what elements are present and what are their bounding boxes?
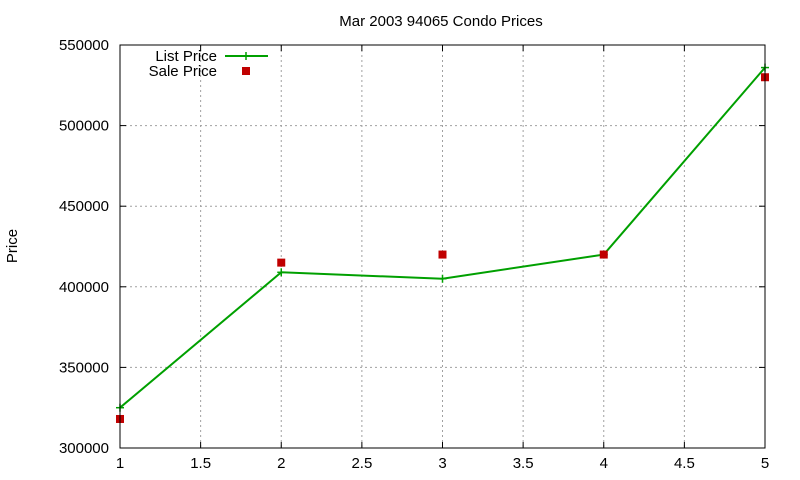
sale-price-point [277,258,286,267]
y-tick-label: 300000 [59,440,109,457]
x-tick-label: 1 [116,455,124,472]
list-price-point [277,268,286,277]
x-tick-label: 4 [600,455,608,472]
y-tick-label: 550000 [59,37,109,54]
sale-price-point [438,250,447,259]
legend-swatch-marker [242,52,250,60]
x-tick-label: 2.5 [351,455,372,472]
series-layer [116,63,769,423]
y-tick-label: 400000 [59,279,109,296]
x-tick-label: 2 [277,455,285,472]
y-axis-label: Price [4,229,21,263]
x-tick-label: 1.5 [190,455,211,472]
legend-label-list-price: List Price [155,48,217,65]
plot-frame [119,44,766,449]
y-tick-label: 450000 [59,198,109,215]
x-tick-label: 5 [761,455,769,472]
x-tick-label: 3 [438,455,446,472]
x-tick-label: 3.5 [513,455,534,472]
sale-price-point [599,250,608,259]
chart-title: Mar 2003 94065 Condo Prices [339,13,542,30]
legend-label-sale-price: Sale Price [149,63,217,80]
grid [120,45,765,448]
y-tick-label: 500000 [59,118,109,135]
x-tick-label: 4.5 [674,455,695,472]
list-price-point [438,274,447,283]
axis-ticks: 1 1.5 2 2.5 3 3.5 4 4.5 5 300000 350000 400000 45000… [59,37,769,472]
legend-swatch-marker [242,67,250,75]
y-tick-label: 350000 [59,359,109,376]
